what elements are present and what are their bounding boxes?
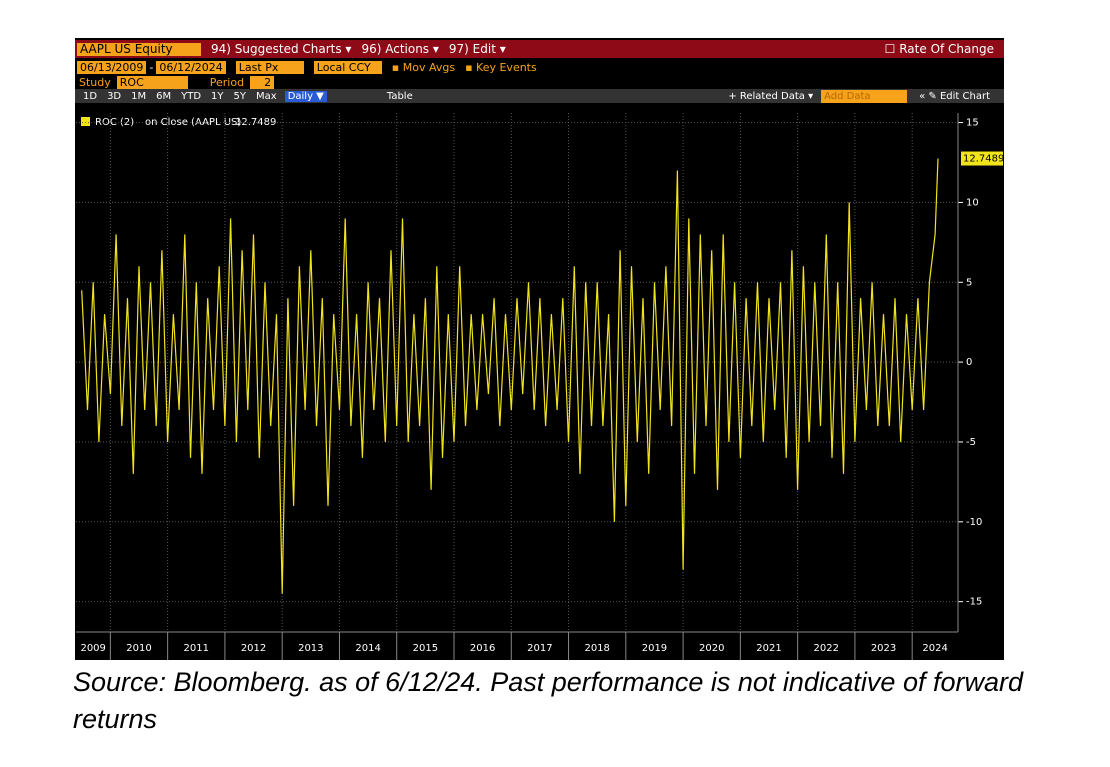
menu-item[interactable]: 96) Actions ▾	[361, 42, 439, 56]
currency[interactable]: Local CCY	[313, 61, 382, 74]
x-tick-label: 2017	[527, 643, 552, 654]
x-tick-label: 2016	[470, 643, 495, 654]
y-tick-label: -10	[966, 517, 982, 528]
price[interactable]: Last Px	[235, 61, 304, 74]
range-button[interactable]: 3D	[107, 90, 122, 102]
range-button[interactable]: 5Y	[233, 90, 247, 102]
x-tick-label: 2014	[355, 643, 380, 654]
line	[81, 158, 939, 594]
x-tick-label: 2012	[241, 643, 266, 654]
key-events[interactable]: ▪ Key Events	[465, 61, 537, 74]
range-button[interactable]: 6M	[156, 90, 172, 102]
x-tick-label: 2024	[922, 643, 947, 654]
period[interactable]: 2	[250, 75, 275, 89]
toolbar: 1D 3D 1M 6M YTD 1Y 5Y Max Daily ▼ Table + Relat…	[75, 89, 1004, 103]
range-button[interactable]: 1Y	[211, 90, 224, 102]
y-tick-label: -15	[966, 597, 982, 608]
range-button[interactable]: 1D	[83, 90, 98, 102]
terminal-panel: AAPL US Equity 94) Suggested Charts ▾ 96)…	[75, 38, 1004, 660]
x-tick-label: 2018	[584, 643, 609, 654]
title-bar: AAPL US Equity 94) Suggested Charts ▾ 96)…	[75, 40, 1004, 58]
legend-value: 12.7489	[235, 117, 276, 128]
range-button[interactable]: 1M	[131, 90, 147, 102]
source-note: Source: Bloomberg. as of 6/12/24. Past p…	[73, 667, 1023, 734]
menu-item[interactable]: 94) Suggested Charts ▾	[211, 42, 352, 56]
y-tick-label: 10	[966, 197, 979, 208]
menu: 94) Suggested Charts ▾ 96) Actions ▾ 97) E…	[211, 42, 506, 56]
x-tick-label: 2019	[642, 643, 667, 654]
study-label: Study	[79, 75, 111, 89]
last-value-badge	[961, 151, 1003, 166]
x-tick-label: 2013	[298, 643, 323, 654]
edit-chart[interactable]: « ✎ Edit Chart	[919, 90, 990, 102]
study-row: Study ROC Period 2	[75, 75, 1004, 89]
chart: ROC (2) on Close (AAPL US) 12.7489 -15-1…	[76, 113, 1004, 660]
y-tick-label: 0	[966, 357, 972, 368]
x-tick-label: 2009	[80, 643, 105, 654]
x-tick-label: 2011	[184, 643, 209, 654]
ranges: 1D 3D 1M 6M YTD 1Y 5Y Max	[83, 91, 277, 102]
end-date[interactable]: 06/12/2024	[156, 61, 226, 74]
y-tick-label: -5	[966, 437, 976, 448]
period-label: Period	[209, 75, 245, 89]
mov-avgs[interactable]: ▪ Mov Avgs	[391, 61, 456, 74]
y-tick-label: 15	[966, 118, 979, 129]
security[interactable]: AAPL US Equity	[77, 42, 201, 56]
frequency[interactable]: Daily ▼	[284, 90, 327, 102]
menu-item[interactable]: 97) Edit ▾	[448, 42, 506, 56]
settings-row: 06/13/2009 - 06/12/2024 Last Px Local CC…	[75, 60, 1004, 75]
table[interactable]: Table	[386, 90, 413, 102]
edit-chart-text: Edit Chart	[939, 90, 990, 102]
mov-avgs-text: Mov Avgs	[402, 61, 456, 74]
x-tick-label: 2015	[413, 643, 438, 654]
legend-swatch	[81, 117, 90, 126]
start-date[interactable]: 06/13/2009	[77, 61, 147, 74]
related-data[interactable]: + Related Data ▾	[728, 90, 814, 102]
x-tick-label: 2010	[126, 643, 151, 654]
legend-series: ROC (2)	[95, 117, 134, 128]
x-tick-label: 2020	[699, 643, 724, 654]
study[interactable]: ROC	[116, 75, 188, 89]
key-events-text: Key Events	[476, 61, 537, 74]
x-tick-label: 2021	[756, 643, 781, 654]
date-sep: -	[149, 61, 154, 74]
x-tick-label: 2023	[871, 643, 896, 654]
range-button[interactable]: YTD	[181, 90, 202, 102]
chart-name: ☐ Rate Of Change	[884, 42, 994, 56]
chart-name-text: Rate Of Change	[899, 42, 994, 56]
add-data[interactable]: Add Data	[821, 89, 908, 103]
x-tick-label: 2022	[814, 643, 839, 654]
y-tick-label: 5	[966, 277, 972, 288]
last-value-label: 12.7489	[963, 154, 1004, 165]
range-button[interactable]: Max	[256, 90, 277, 102]
